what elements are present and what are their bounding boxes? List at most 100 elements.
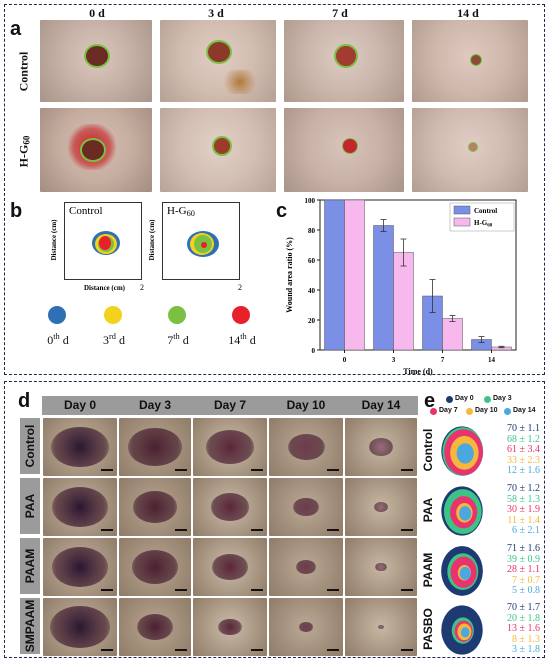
- bar-Control-3: [373, 225, 394, 351]
- contour-day-4: [456, 443, 474, 464]
- panel-e-row-label: PAAM: [421, 552, 435, 588]
- panel-e-value: 61 ± 3.4: [507, 444, 540, 456]
- wound-outline-diagram: [187, 231, 219, 257]
- bar-H-G60-7: [442, 318, 463, 351]
- panel-e-value: 5 ± 0.8: [512, 585, 540, 597]
- bottom-figure-frame: [4, 381, 545, 658]
- panel-e-value: 13 ± 1.6: [507, 623, 540, 635]
- panel-d-photo: [43, 478, 117, 536]
- panel-e-contour-diagram: [441, 486, 483, 536]
- photo-control-3d: [160, 20, 276, 102]
- panel-e-value: 3 ± 1.8: [512, 644, 540, 656]
- wound-mark: [84, 44, 110, 68]
- top-figure-frame: [4, 4, 545, 375]
- panel-e-contour-diagram: [441, 605, 483, 655]
- panel-e-contour-diagram: [441, 426, 484, 476]
- panel-b-ylabel-0: Distance (cm): [50, 219, 58, 261]
- panel-b-plot-control: Control: [64, 202, 142, 280]
- outline-14d: [201, 242, 207, 248]
- panel-e-value: 20 ± 1.8: [507, 612, 540, 624]
- panel-d-col-1: Day 3: [118, 396, 192, 415]
- panel-e-legend-label: Day 0: [455, 395, 474, 402]
- legend-label-0: Control: [474, 207, 497, 215]
- photo-control-7d: [284, 20, 404, 102]
- panel-d-photo: [193, 418, 267, 476]
- panel-e-letter: e: [424, 390, 436, 412]
- scale-bar: [101, 529, 113, 531]
- scale-bar: [175, 589, 187, 591]
- panel-e-value: 28 ± 1.1: [507, 564, 540, 576]
- panel-a-col-2: 7 d: [332, 6, 348, 20]
- panel-e-contour-diagram: [441, 546, 483, 596]
- wound-mark: [373, 501, 389, 513]
- scale-bar: [401, 529, 413, 531]
- wound-mark: [218, 618, 242, 636]
- panel-e-value: 71 ± 1.6: [507, 543, 540, 554]
- wound-mark: [299, 622, 313, 632]
- panel-e-row-label: PAA: [421, 497, 435, 523]
- panel-b-plot-hg60: H-G60: [162, 202, 240, 280]
- legend-dot-14d: [232, 306, 250, 324]
- panel-e-legend-dot: [466, 408, 473, 415]
- legend-dot-7d: [168, 306, 186, 324]
- wound-outline-diagram: [92, 231, 120, 255]
- scale-bar: [175, 649, 187, 651]
- wound-mark: [375, 562, 387, 572]
- panel-d-photo: [119, 418, 191, 476]
- panel-d-col-4: Day 14: [344, 396, 418, 415]
- panel-d-photo: [345, 418, 417, 476]
- wound-mark: [131, 550, 179, 584]
- panel-e-value: 30 ± 1.9: [507, 504, 540, 516]
- panel-e-value: 39 ± 0.9: [507, 553, 540, 565]
- wound-mark: [287, 433, 325, 461]
- panel-b-xlabel-0: Distance (cm): [84, 284, 126, 292]
- panel-b-xmax-1: 2: [238, 283, 242, 292]
- wound-mark: [137, 613, 173, 641]
- panel-b-ylabel-1: Distance (cm): [148, 219, 156, 261]
- panel-d-photo: [193, 598, 267, 656]
- panel-e-value: 33 ± 2.3: [507, 454, 540, 466]
- legend-label-7d: 7th d: [167, 332, 189, 347]
- y-tick-label: 40: [308, 287, 316, 295]
- panel-d-row-paa: PAA: [20, 478, 40, 534]
- panel-d-photo: [345, 538, 417, 596]
- panel-d-photo: [269, 538, 343, 596]
- panel-a-col-0: 0 d: [89, 6, 105, 20]
- panel-e-row-label: Control: [421, 428, 435, 472]
- legend-dot-0d: [48, 306, 66, 324]
- wound-mark: [206, 40, 232, 64]
- panel-e-value: 58 ± 1.3: [507, 493, 540, 505]
- scale-bar: [401, 649, 413, 651]
- scale-bar: [327, 589, 339, 591]
- panel-e-value: 6 ± 2.1: [512, 525, 540, 537]
- panel-d-photo: [119, 598, 191, 656]
- panel-d-photo: [193, 538, 267, 596]
- panel-a-col-3: 14 d: [457, 6, 479, 20]
- scab-mark: [220, 70, 260, 94]
- panel-a-col-1: 3 d: [208, 6, 224, 20]
- scale-bar: [101, 469, 113, 471]
- panel-e-value: 70 ± 1.2: [507, 483, 540, 494]
- wound-mark: [80, 138, 106, 162]
- legend-dot-3d: [104, 306, 122, 324]
- panel-a-letter: a: [10, 18, 22, 40]
- panel-e-value: 68 ± 1.2: [507, 433, 540, 445]
- photo-hg60-7d: [284, 108, 404, 192]
- panel-a-row-control: Control: [16, 51, 31, 92]
- panel-a-row-hg60: H-G60: [16, 135, 32, 168]
- panel-e-legend-dot: [484, 396, 491, 403]
- panel-d-col-2: Day 7: [192, 396, 268, 415]
- panel-e-value: 11 ± 1.4: [507, 514, 540, 526]
- panel-d-row-control: Control: [20, 418, 40, 474]
- panel-d-photo: [119, 478, 191, 536]
- wound-mark: [212, 136, 232, 156]
- plot-area-frame: [319, 199, 517, 351]
- wound-mark: [50, 606, 110, 648]
- wound-mark: [470, 54, 482, 66]
- wound-mark: [210, 493, 250, 521]
- panel-d-col-3: Day 10: [268, 396, 344, 415]
- wound-mark: [51, 426, 109, 468]
- panel-e-value: 7 ± 0.7: [512, 574, 540, 586]
- scale-bar: [251, 469, 263, 471]
- scale-bar: [251, 589, 263, 591]
